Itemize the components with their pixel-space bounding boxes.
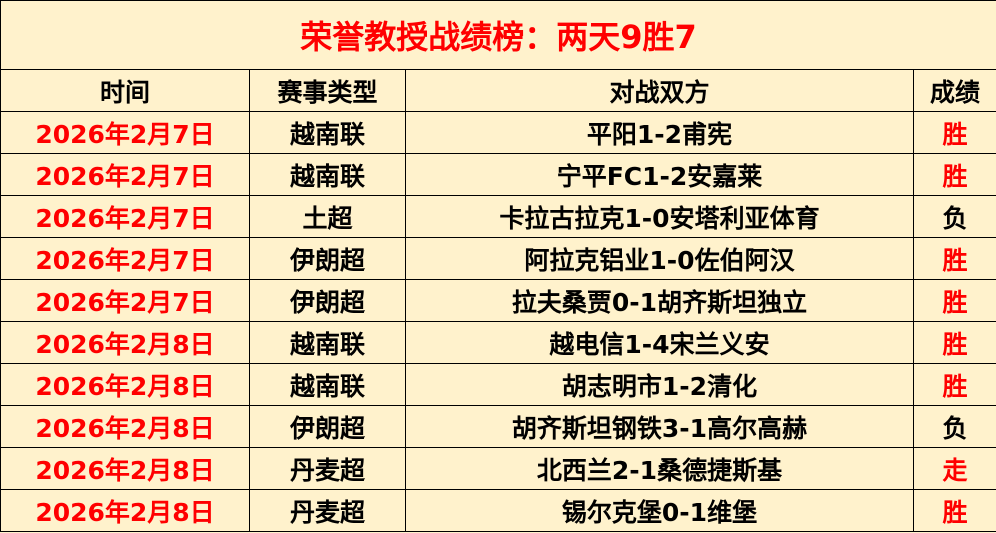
cell-result: 走 <box>912 447 996 490</box>
cell-match: 胡志明市1-2清化 <box>405 363 914 406</box>
cell-date: 2026年2月7日 <box>0 279 250 322</box>
cell-result: 负 <box>912 195 996 238</box>
cell-match: 卡拉古拉克1-0安塔利亚体育 <box>405 195 914 238</box>
table-row: 2026年2月8日 越南联 越电信1-4宋兰义安胜 <box>0 321 996 364</box>
cell-type: 越南联 <box>249 363 406 406</box>
cell-date: 2026年2月8日 <box>0 363 250 406</box>
table-row: 2026年2月8日 丹麦超 锡尔克堡0-1维堡胜 <box>0 489 996 532</box>
cell-match: 宁平FC1-2安嘉莱 <box>405 153 914 196</box>
table-row: 2026年2月7日 越南联 平阳1-2甫宪胜 <box>0 111 996 154</box>
cell-result: 胜 <box>912 111 996 154</box>
table-row: 2026年2月7日 伊朗超 阿拉克铝业1-0佐伯阿汉胜 <box>0 237 996 280</box>
cell-match: 锡尔克堡0-1维堡 <box>405 489 914 532</box>
cell-date: 2026年2月8日 <box>0 489 250 532</box>
table-row: 2026年2月7日 伊朗超 拉夫桑贾0-1胡齐斯坦独立胜 <box>0 279 996 322</box>
table-row: 2026年2月7日 越南联 宁平FC1-2安嘉莱胜 <box>0 153 996 196</box>
cell-type: 伊朗超 <box>249 405 406 448</box>
cell-type: 伊朗超 <box>249 279 406 322</box>
cell-match: 阿拉克铝业1-0佐伯阿汉 <box>405 237 914 280</box>
cell-date: 2026年2月8日 <box>0 405 250 448</box>
table-row: 2026年2月8日 越南联 胡志明市1-2清化胜 <box>0 363 996 406</box>
cell-type: 越南联 <box>249 321 406 364</box>
header-time: 时间 <box>0 69 250 112</box>
cell-match: 越电信1-4宋兰义安 <box>405 321 914 364</box>
cell-date: 2026年2月7日 <box>0 153 250 196</box>
cell-date: 2026年2月8日 <box>0 447 250 490</box>
cell-result: 胜 <box>912 237 996 280</box>
cell-type: 越南联 <box>249 153 406 196</box>
cell-type: 土超 <box>249 195 406 238</box>
header-row: 时间 赛事类型 对战双方 成绩 <box>0 69 996 112</box>
table-row: 2026年2月8日 伊朗超 胡齐斯坦钢铁3-1高尔高赫负 <box>0 405 996 448</box>
cell-result: 胜 <box>912 321 996 364</box>
cell-result: 胜 <box>912 489 996 532</box>
cell-result: 胜 <box>912 279 996 322</box>
table-title: 荣誉教授战绩榜：两天9胜7 <box>0 0 996 70</box>
cell-date: 2026年2月7日 <box>0 111 250 154</box>
cell-date: 2026年2月7日 <box>0 237 250 280</box>
cell-date: 2026年2月7日 <box>0 195 250 238</box>
cell-type: 伊朗超 <box>249 237 406 280</box>
table-row: 2026年2月7日 土超 卡拉古拉克1-0安塔利亚体育负 <box>0 195 996 238</box>
cell-match: 北西兰2-1桑德捷斯基 <box>405 447 914 490</box>
cell-type: 越南联 <box>249 111 406 154</box>
cell-match: 平阳1-2甫宪 <box>405 111 914 154</box>
header-type: 赛事类型 <box>249 69 406 112</box>
cell-type: 丹麦超 <box>249 489 406 532</box>
cell-result: 胜 <box>912 363 996 406</box>
table-row: 2026年2月8日 丹麦超 北西兰2-1桑德捷斯基走 <box>0 447 996 490</box>
cell-match: 胡齐斯坦钢铁3-1高尔高赫 <box>405 405 914 448</box>
cell-type: 丹麦超 <box>249 447 406 490</box>
cell-date: 2026年2月8日 <box>0 321 250 364</box>
cell-match: 拉夫桑贾0-1胡齐斯坦独立 <box>405 279 914 322</box>
cell-result: 负 <box>912 405 996 448</box>
header-match: 对战双方 <box>405 69 914 112</box>
header-result: 成绩 <box>912 69 996 112</box>
cell-result: 胜 <box>912 153 996 196</box>
